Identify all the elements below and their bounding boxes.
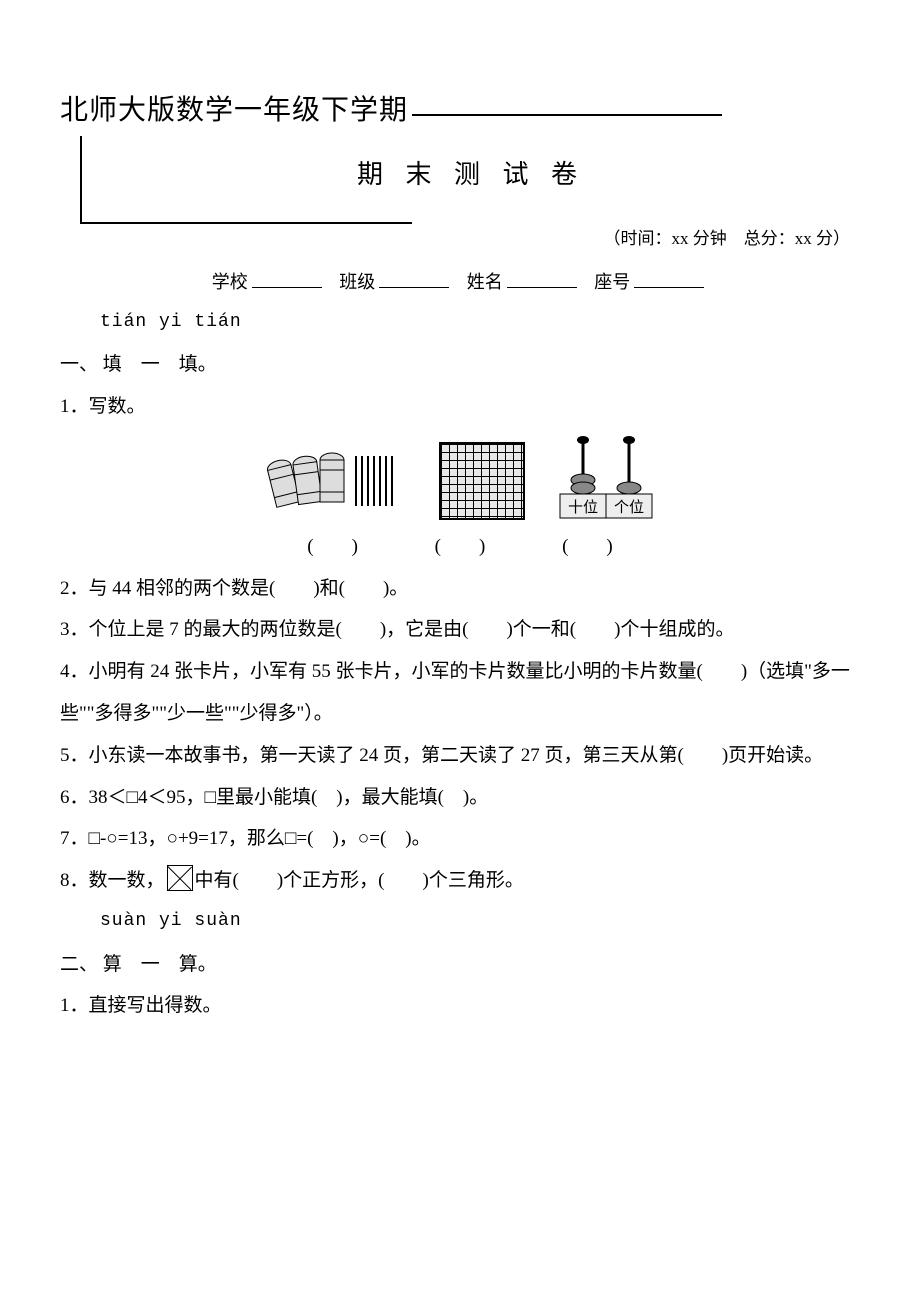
meta-line: （时间：xx 分钟 总分：xx 分） — [60, 220, 860, 257]
abacus-icon: 十位 个位 — [558, 434, 654, 520]
blank-name[interactable] — [507, 269, 577, 288]
s1-q8: 8．数一数， 中有( )个正方形，( )个三角形。 — [60, 860, 860, 902]
field-class: 班级 — [339, 272, 375, 292]
blank-school[interactable] — [252, 269, 322, 288]
grid-icon — [439, 442, 525, 520]
field-seat: 座号 — [594, 272, 630, 292]
edition-line: 北师大版数学一年级下学期 — [60, 80, 860, 142]
q1-ans-3[interactable]: ( ) — [562, 526, 613, 568]
edition-text: 北师大版数学一年级下学期 — [60, 95, 408, 126]
s1-q8a: 8．数一数， — [60, 870, 165, 891]
s1-pinyin: tián yi tián — [100, 303, 860, 343]
field-school: 学校 — [212, 272, 248, 292]
s1-q8b: 中有( )个正方形，( )个三角形。 — [195, 870, 524, 891]
s1-q7: 7．□-○=13，○+9=17，那么□=( )，○=( )。 — [60, 818, 860, 860]
abacus-tens-label: 十位 — [568, 499, 598, 516]
field-name: 姓名 — [467, 272, 503, 292]
blank-seat[interactable] — [634, 269, 704, 288]
blank-class[interactable] — [379, 269, 449, 288]
s1-q2: 2．与 44 相邻的两个数是( )和( )。 — [60, 568, 860, 610]
s1-heading: 一、 填 一 填。 — [60, 344, 860, 386]
s2-heading: 二、 算 一 算。 — [60, 944, 860, 986]
info-line: 学校 班级 姓名 座号 — [60, 263, 860, 303]
s1-q3: 3．个位上是 7 的最大的两位数是( )，它是由( )个一和( )个十组成的。 — [60, 609, 860, 651]
s1-q4: 4．小明有 24 张卡片，小军有 55 张卡片，小军的卡片数量比小明的卡片数量(… — [60, 651, 860, 735]
exam-title: 期 末 测 试 卷 — [82, 142, 860, 203]
sticks-icon — [266, 440, 406, 520]
rule-top — [412, 114, 722, 116]
crossed-square-icon — [167, 865, 193, 891]
title-row: 期 末 测 试 卷 — [60, 142, 860, 224]
s1-q6: 6．38＜□4＜95，□里最小能填( )，最大能填( )。 — [60, 777, 860, 819]
q1-ans-1[interactable]: ( ) — [307, 526, 358, 568]
q1-ans-2[interactable]: ( ) — [435, 526, 486, 568]
s2-pinyin: suàn yi suàn — [100, 902, 860, 942]
s1-q1: 1．写数。 — [60, 386, 860, 428]
s2-q1: 1．直接写出得数。 — [60, 985, 860, 1027]
q1-answers: ( ) ( ) ( ) — [60, 526, 860, 568]
q1-images: 十位 个位 — [60, 434, 860, 520]
s1-q5: 5．小东读一本故事书，第一天读了 24 页，第二天读了 27 页，第三天从第( … — [60, 735, 860, 777]
abacus-ones-label: 个位 — [614, 499, 644, 516]
